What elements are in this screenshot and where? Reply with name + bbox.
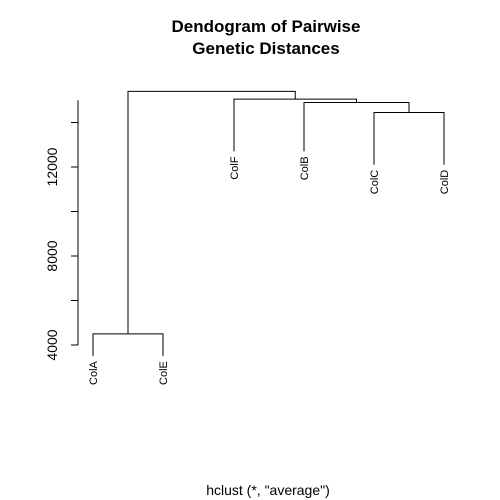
dendrogram-branch [233,98,357,152]
dendrogram-branch [373,111,445,165]
method-subtitle: hclust (*, "average") [206,482,330,498]
chart-title-line-2: Genetic Distances [192,39,340,58]
leaf-label-colb: ColB [299,156,311,180]
leaf-label-cold: ColD [439,170,451,195]
leaf-label-cole: ColE [158,361,170,385]
dendrogram-branch [92,333,164,357]
y-tick-label: 8000 [44,240,60,271]
leaf-label-colc: ColC [369,170,381,195]
y-tick-label: 12000 [44,147,60,186]
leaf-labels: ColA ColE ColF ColB ColC ColD [88,156,451,385]
leaf-label-cola: ColA [88,360,100,385]
y-axis: 4000 8000 12000 [44,100,79,361]
dendrogram-branch [303,101,410,152]
chart-title: Dendogram of Pairwise Genetic Distances [0,16,500,60]
y-tick-label: 4000 [44,329,60,360]
dendrogram-tree [92,90,445,357]
leaf-label-colf: ColF [229,156,241,180]
dendrogram-branch [127,90,296,334]
chart-title-line-1: Dendogram of Pairwise [171,17,361,36]
